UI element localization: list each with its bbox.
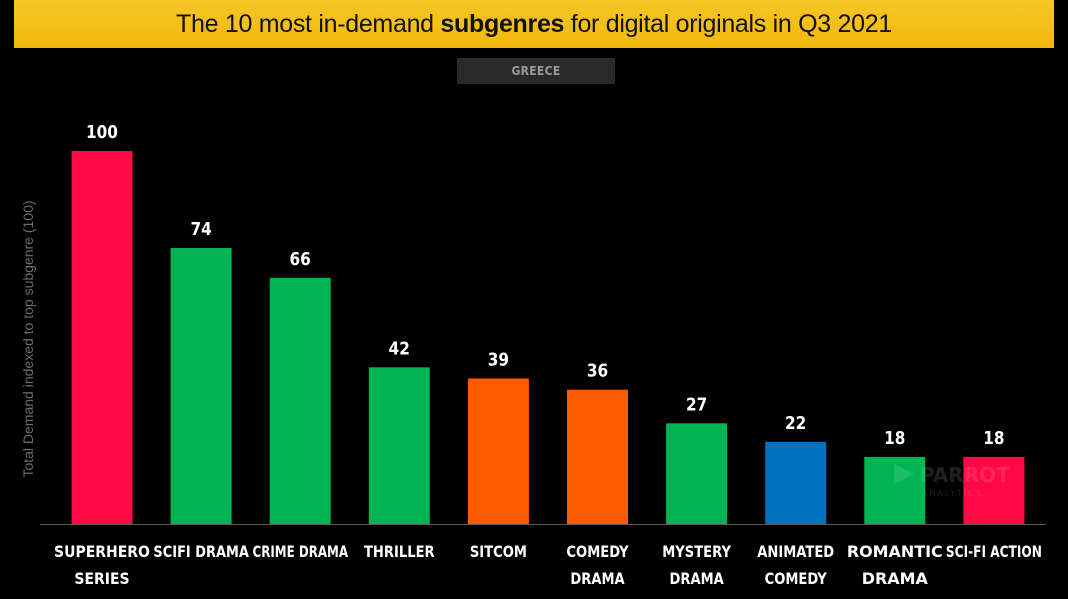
category-label: ANIMATED COMEDY [757, 543, 834, 589]
bar [170, 248, 232, 524]
bar [368, 367, 430, 524]
category-label: SITCOM [470, 543, 527, 562]
category-label: ROMANTIC DRAMA [847, 542, 943, 588]
bar-value-label: 22 [785, 412, 806, 434]
chart-title: The 10 most in-demand subgenres for digi… [14, 0, 1054, 48]
bar-value-label: 18 [884, 427, 905, 449]
bar-value-label: 18 [983, 427, 1004, 449]
bar [71, 151, 133, 524]
parrot-logo-icon: PARROT ANALYTICS [894, 463, 1010, 498]
watermark-text: PARROT [920, 463, 1010, 487]
category-label: CRIME DRAMA [253, 543, 349, 561]
bar [963, 456, 1025, 524]
parrot-analytics-watermark: PARROT ANALYTICS [888, 452, 1018, 502]
bar-value-label: 27 [686, 393, 707, 415]
bar [467, 378, 529, 524]
bar-value-label: 36 [587, 359, 608, 381]
bar-value-label: 74 [190, 218, 211, 240]
category-label: MYSTERY DRAMA [662, 543, 731, 589]
bar-value-label: 42 [389, 337, 410, 359]
category-label: SCI-FI ACTION [946, 543, 1042, 561]
watermark-subtext: ANALYTICS [922, 489, 983, 498]
bar [864, 456, 926, 524]
bar-value-label: 100 [86, 121, 118, 143]
bar-value-label: 39 [488, 348, 509, 370]
bar-value-label: 66 [290, 248, 311, 270]
country-badge: GREECE [457, 58, 615, 84]
chart-title-prefix: The 10 most in-demand [176, 9, 441, 38]
category-label: THRILLER [364, 543, 435, 562]
category-label: SUPERHERO SERIES [54, 542, 150, 588]
chart-title-bold: subgenres [440, 9, 565, 38]
category-label: COMEDY DRAMA [566, 543, 629, 589]
bar [666, 423, 728, 524]
bar [269, 277, 331, 524]
chart-title-suffix: for digital originals in Q3 2021 [564, 9, 892, 38]
category-label: SCIFI DRAMA [153, 543, 249, 562]
bar [765, 441, 827, 524]
bar [567, 389, 628, 524]
